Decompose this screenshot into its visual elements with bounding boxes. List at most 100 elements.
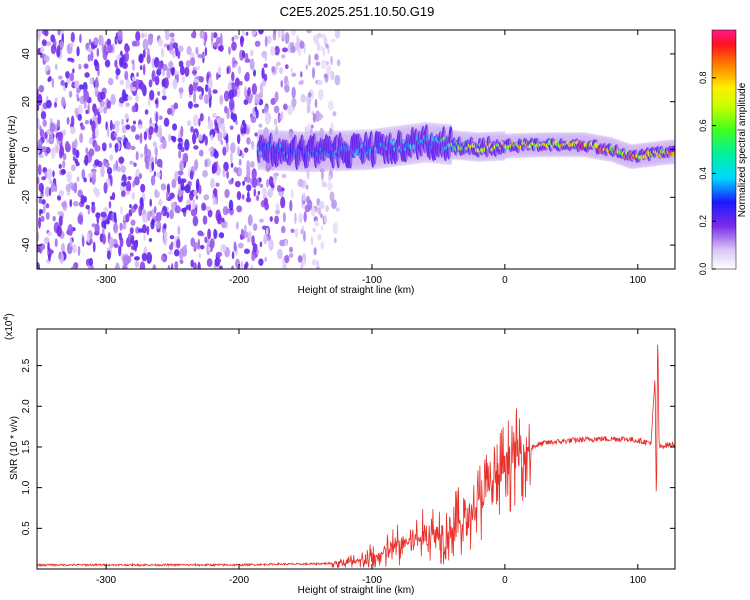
spectrogram-noise-cell <box>256 194 260 201</box>
spectrogram-noise-cell <box>118 245 122 257</box>
spectrogram-noise-cell <box>92 130 96 140</box>
spectrogram-noise-cell <box>190 32 195 39</box>
spectrogram-noise-cell <box>67 224 74 236</box>
spectrogram-noise-cell <box>121 125 127 134</box>
spectrogram-noise-cell <box>291 97 297 108</box>
spectrogram-noise-cell <box>198 118 201 127</box>
spectrogram-noise-cell <box>54 101 57 108</box>
spectrogram-noise-cell <box>230 112 234 120</box>
spectrogram-noise-cell <box>243 123 247 135</box>
spectrogram-noise-cell <box>273 172 279 177</box>
spectrogram-noise-cell <box>147 210 151 222</box>
spectrogram-noise-cell <box>124 51 130 62</box>
spectrogram-noise-cell <box>57 131 64 142</box>
spectrogram-noise-cell <box>226 66 229 75</box>
spectrogram-noise-cell <box>151 58 155 69</box>
spectrogram-noise-cell <box>236 146 241 156</box>
spectrogram-noise-cell <box>313 247 317 256</box>
spectrogram-noise-cell <box>72 147 77 156</box>
spectrogram-noise-cell <box>176 238 181 249</box>
spectrogram-noise-cell <box>273 176 276 186</box>
spectrogram-noise-cell <box>37 93 43 106</box>
spectrogram-noise-cell <box>322 47 326 57</box>
spectrogram-noise-cell <box>117 30 123 41</box>
spectrogram-noise-cell <box>217 127 220 134</box>
spectrogram-y-axis: -40 -20 0 20 40 <box>21 48 675 252</box>
spectrogram-noise-cell <box>318 207 322 216</box>
spectrogram-noise-cell <box>147 96 151 107</box>
spectrogram-noise-cell <box>181 178 187 184</box>
spectrogram-noise-cell <box>48 187 52 197</box>
spectrogram-noise-cell <box>58 163 62 169</box>
spectrogram-noise-cell <box>125 213 130 223</box>
spectrogram-noise-cell <box>280 225 286 234</box>
snr-series-line <box>37 344 675 568</box>
spectrogram-noise-cell <box>119 222 123 231</box>
snr-xlabel: Height of straight line (km) <box>298 585 415 596</box>
spectrogram-noise-cell <box>124 113 129 120</box>
spectrogram-noise-cell <box>110 94 116 106</box>
spectrogram-noise-cell <box>315 110 321 123</box>
x-tick-label: 0 <box>502 275 508 286</box>
spectrogram-noise-cell <box>37 117 40 130</box>
spectrogram-noise-cell <box>80 194 86 205</box>
spectrogram-noise-cell <box>230 162 234 168</box>
spectrogram-noise-cell <box>198 94 203 100</box>
spectrogram-noise-cell <box>254 106 258 112</box>
spectrogram-noise-cell <box>131 192 135 200</box>
spectrogram-noise-cell <box>62 160 66 169</box>
svg-text:(x104): (x104) <box>3 313 15 340</box>
spectrogram-noise-cell <box>77 214 84 225</box>
spectrogram-noise-cell <box>70 115 75 127</box>
spectrogram-noise-cell <box>148 79 153 88</box>
spectrogram-noise-cell <box>106 166 113 175</box>
spectrogram-noise-cell <box>146 54 151 65</box>
spectrogram-noise-cell <box>231 41 237 51</box>
spectrogram-noise-cell <box>144 109 149 115</box>
spectrogram-noise-cell <box>244 224 247 233</box>
spectrogram-noise-cell <box>336 59 341 67</box>
spectrogram-noise-cell <box>113 163 116 172</box>
spectrogram-noise-cell <box>74 138 78 149</box>
spectrogram-noise-cell <box>155 111 159 124</box>
spectrogram-noise-cell <box>294 212 297 225</box>
spectrogram-noise-cell <box>318 112 322 121</box>
spectrogram-noise-cell <box>188 83 194 96</box>
spectrogram-noise-cell <box>83 63 89 69</box>
spectrogram-noise-cell <box>249 58 255 71</box>
spectrogram-noise-cell <box>280 54 286 59</box>
spectrogram-noise-cell <box>246 184 252 192</box>
spectrogram-noise-cell <box>179 259 184 265</box>
spectrogram-noise-cell <box>211 164 217 174</box>
spectrogram-xlabel: Height of straight line (km) <box>298 285 415 296</box>
spectrogram-noise-cell <box>42 204 46 214</box>
spectrogram-noise-cell <box>77 113 83 121</box>
spectrogram-noise-cell <box>79 33 82 44</box>
spectrogram-noise-cell <box>40 111 47 120</box>
spectrogram-noise-cell <box>66 171 72 183</box>
spectrogram-noise-cell <box>275 203 280 211</box>
spectrogram-noise-cell <box>68 90 73 98</box>
spectrogram-noise-cell <box>271 65 276 73</box>
spectrogram-noise-cell <box>208 119 214 131</box>
spectrogram-noise-cell <box>199 30 205 39</box>
spectrogram-noise-cell <box>59 145 65 157</box>
spectrogram-noise-cell <box>88 172 93 178</box>
spectrogram-noise-cell <box>251 176 258 188</box>
spectrogram-noise-cell <box>310 235 314 246</box>
spectrogram-noise-cell <box>132 120 136 125</box>
spectrogram-noise-cell <box>219 32 223 45</box>
spectrogram-noise-cell <box>54 123 58 134</box>
spectrogram-noise-cell <box>317 41 320 52</box>
spectrogram-noise-cell <box>108 201 112 209</box>
spectrogram-noise-cell <box>300 71 303 78</box>
spectrogram-noise-cell <box>129 204 132 209</box>
spectrogram-noise-cell <box>37 164 42 176</box>
spectrogram-noise-cell <box>274 45 280 56</box>
colorbar: 0.0 0.2 0.4 0.6 0.8 Normalized spectral ampl… <box>698 29 748 275</box>
spectrogram-noise-cell <box>204 94 209 105</box>
spectrogram-noise-cell <box>249 177 253 184</box>
spectrogram-noise-cell <box>166 67 171 79</box>
spectrogram-noise-cell <box>38 216 42 229</box>
spectrogram-noise-cell <box>125 180 132 193</box>
